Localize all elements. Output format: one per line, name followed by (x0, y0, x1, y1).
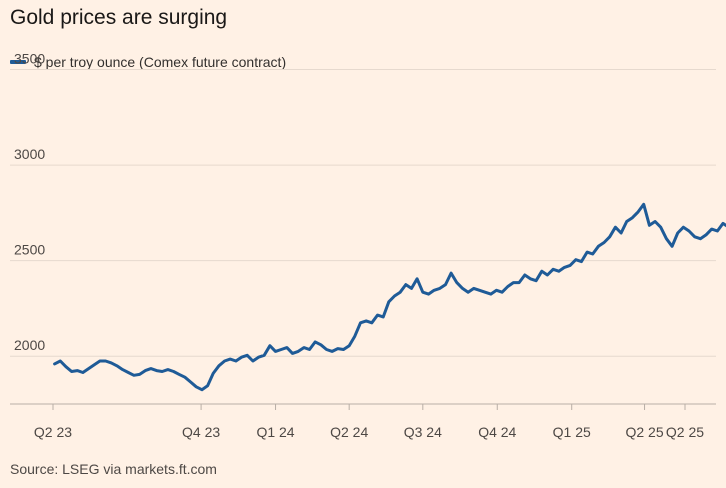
x-tick-label: Q4 23 (182, 424, 220, 440)
source-note: Source: LSEG via markets.ft.com (10, 461, 217, 477)
y-tick-label: 2500 (14, 242, 45, 258)
series-line (53, 202, 726, 392)
legend-swatch (10, 60, 26, 64)
x-tick-label: Q4 24 (478, 424, 516, 440)
gridlines (10, 69, 716, 357)
x-axis: Q2 23 Q4 23 Q1 24 Q2 24 Q3 24 Q4 24 Q1 25 Q2 25… (10, 403, 716, 440)
y-tick-label: 3000 (14, 146, 45, 162)
x-tick-label: Q2 23 (34, 424, 72, 440)
chart-title: Gold prices are surging (10, 6, 228, 29)
y-tick-label: 3500 (14, 51, 45, 67)
x-tick-label: Q1 24 (256, 424, 294, 440)
y-axis: 2000 2500 3000 3500 (14, 51, 45, 354)
legend-label: $ per troy ounce (Comex future contract) (34, 54, 287, 70)
series-group (53, 202, 726, 392)
x-tick-label: Q2 25 (625, 424, 663, 440)
x-tick-label: Q1 25 (553, 424, 591, 440)
x-tick-label: Q2 24 (330, 424, 368, 440)
legend: $ per troy ounce (Comex future contract) (10, 54, 286, 70)
x-tick-label: Q3 24 (404, 424, 442, 440)
x-tick-label: Q2 25 (666, 424, 704, 440)
y-tick-label: 2000 (14, 337, 45, 353)
